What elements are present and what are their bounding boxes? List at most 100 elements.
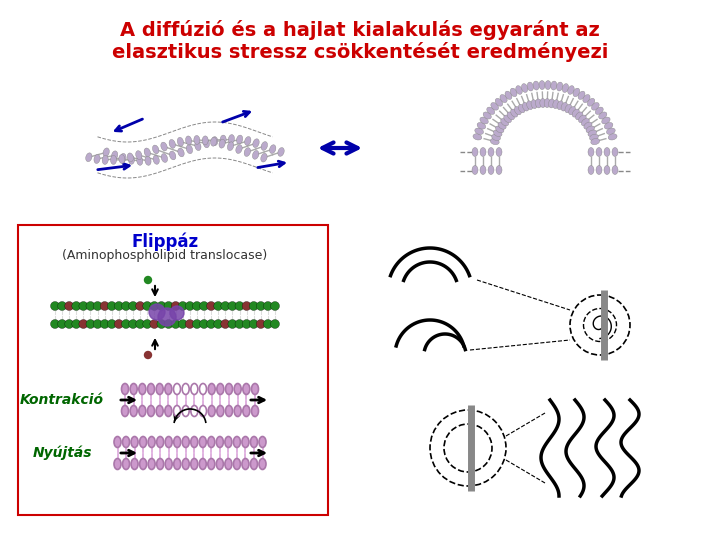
Ellipse shape [119,154,125,164]
Ellipse shape [112,151,118,160]
Ellipse shape [500,118,508,126]
Ellipse shape [480,165,486,174]
Ellipse shape [551,81,557,90]
Ellipse shape [122,436,130,448]
Ellipse shape [148,458,155,469]
Ellipse shape [234,383,241,395]
Circle shape [150,320,159,328]
Ellipse shape [584,122,592,129]
Ellipse shape [588,147,594,157]
Ellipse shape [174,383,181,395]
Ellipse shape [122,406,128,416]
Circle shape [221,301,230,310]
Ellipse shape [145,157,151,165]
Ellipse shape [557,82,563,91]
Ellipse shape [243,383,250,395]
Ellipse shape [483,112,491,119]
Ellipse shape [573,88,580,97]
Circle shape [199,320,209,328]
Circle shape [164,301,173,310]
Ellipse shape [569,106,575,115]
Ellipse shape [599,112,607,119]
Ellipse shape [191,458,198,469]
Ellipse shape [243,406,250,416]
Ellipse shape [161,154,168,163]
Ellipse shape [165,406,172,416]
Ellipse shape [169,151,176,160]
Circle shape [185,320,194,328]
Ellipse shape [156,406,163,416]
Ellipse shape [531,100,537,109]
Circle shape [171,320,180,328]
Circle shape [158,308,176,326]
Ellipse shape [612,147,618,157]
Ellipse shape [182,458,189,469]
Circle shape [122,301,130,310]
Ellipse shape [495,98,503,106]
Ellipse shape [148,436,155,448]
Ellipse shape [504,115,511,123]
Ellipse shape [596,147,602,157]
Circle shape [228,320,237,328]
Circle shape [65,301,73,310]
Ellipse shape [122,458,130,469]
Ellipse shape [165,436,172,448]
Circle shape [214,301,222,310]
Ellipse shape [208,406,215,416]
Ellipse shape [500,94,507,103]
Ellipse shape [604,123,613,129]
Circle shape [264,320,272,328]
Ellipse shape [253,139,259,147]
Ellipse shape [233,458,240,469]
Ellipse shape [94,154,100,164]
Ellipse shape [588,165,594,174]
Ellipse shape [217,406,224,416]
Ellipse shape [153,145,159,154]
Ellipse shape [216,436,223,448]
Circle shape [192,320,202,328]
Ellipse shape [540,98,546,107]
Ellipse shape [261,153,267,162]
Ellipse shape [174,436,181,448]
Ellipse shape [165,383,172,395]
Ellipse shape [549,99,554,108]
Ellipse shape [591,138,600,145]
Ellipse shape [161,142,167,151]
Ellipse shape [527,82,534,91]
Ellipse shape [131,458,138,469]
Ellipse shape [259,436,266,448]
Ellipse shape [567,86,575,94]
Ellipse shape [217,383,224,395]
Ellipse shape [588,98,595,106]
Ellipse shape [259,458,266,469]
Ellipse shape [533,81,539,90]
Circle shape [58,301,66,310]
Circle shape [185,301,194,310]
Ellipse shape [199,436,207,448]
Circle shape [107,320,116,328]
Text: Nyújtás: Nyújtás [32,446,91,460]
Circle shape [256,320,265,328]
Ellipse shape [595,107,603,114]
Ellipse shape [472,165,478,174]
Ellipse shape [110,156,117,164]
Ellipse shape [602,117,610,124]
Circle shape [129,320,138,328]
Ellipse shape [140,458,147,469]
Circle shape [129,301,138,310]
Ellipse shape [588,130,597,137]
Ellipse shape [251,458,258,469]
Ellipse shape [523,103,529,111]
Text: Kontrakció: Kontrakció [20,393,104,407]
Ellipse shape [487,107,495,114]
Circle shape [242,320,251,328]
Circle shape [157,320,166,328]
Ellipse shape [514,106,521,115]
Ellipse shape [565,104,572,113]
Ellipse shape [144,148,150,157]
Circle shape [207,320,215,328]
Ellipse shape [120,153,126,163]
Ellipse shape [103,148,109,157]
Ellipse shape [128,156,135,164]
Circle shape [228,301,237,310]
